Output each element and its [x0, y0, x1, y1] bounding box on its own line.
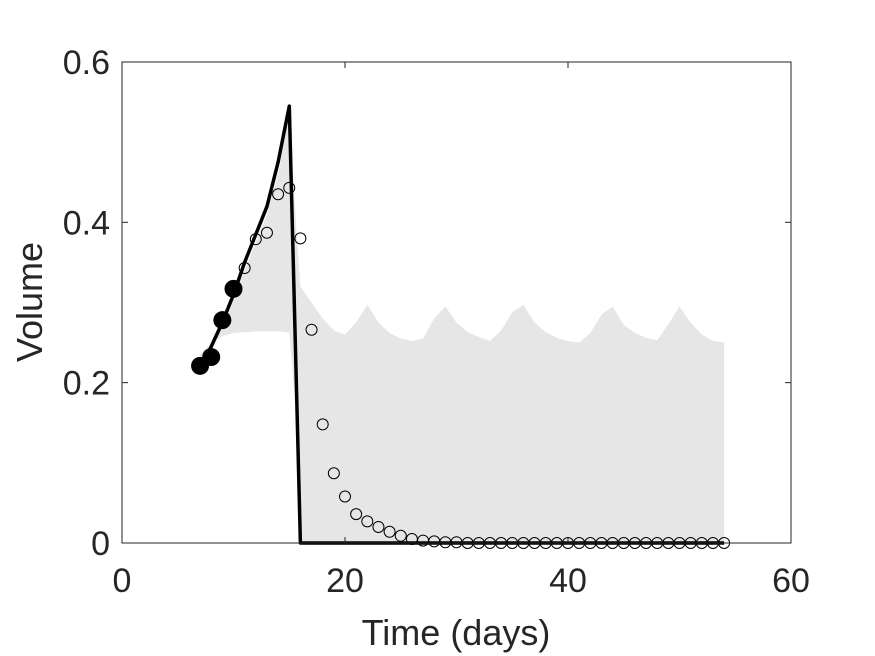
x-tick-label: 60 [772, 562, 810, 600]
predicted-point [294, 232, 307, 245]
predicted-point [350, 508, 363, 521]
predicted-point [372, 520, 385, 533]
predicted-point [383, 525, 396, 538]
predicted-point [249, 233, 262, 246]
predicted-point [260, 226, 273, 239]
y-tick-label: 0.6 [63, 44, 110, 82]
x-axis-label: Time (days) [362, 612, 551, 653]
model-line [198, 104, 725, 545]
predicted-point [361, 515, 374, 528]
predicted-point [238, 262, 251, 275]
predicted-point [272, 188, 285, 201]
y-tick-label: 0 [91, 525, 110, 563]
y-tick-label: 0.4 [63, 204, 110, 242]
confidence-band [200, 114, 725, 543]
predicted-point [394, 529, 407, 542]
predicted-point [316, 418, 329, 431]
predicted-point [339, 490, 351, 503]
observed-point [224, 279, 243, 298]
observed-point [202, 348, 221, 367]
y-axis-label: Volume [9, 242, 50, 362]
x-tick-label: 40 [549, 562, 587, 600]
tick-layer: 0 20 40 60 0 0.2 0.4 0.6 [63, 44, 810, 600]
y-tick-label: 0.2 [63, 365, 110, 403]
band-area [200, 114, 725, 543]
predicted-point [283, 181, 296, 194]
x-tick-label: 0 [113, 562, 132, 600]
predicted-point [305, 323, 318, 336]
plot-frame [121, 61, 792, 544]
x-tick-label: 20 [326, 562, 364, 600]
observed-point [213, 311, 232, 330]
model-line-layer [198, 104, 725, 545]
predicted-point [327, 467, 340, 480]
